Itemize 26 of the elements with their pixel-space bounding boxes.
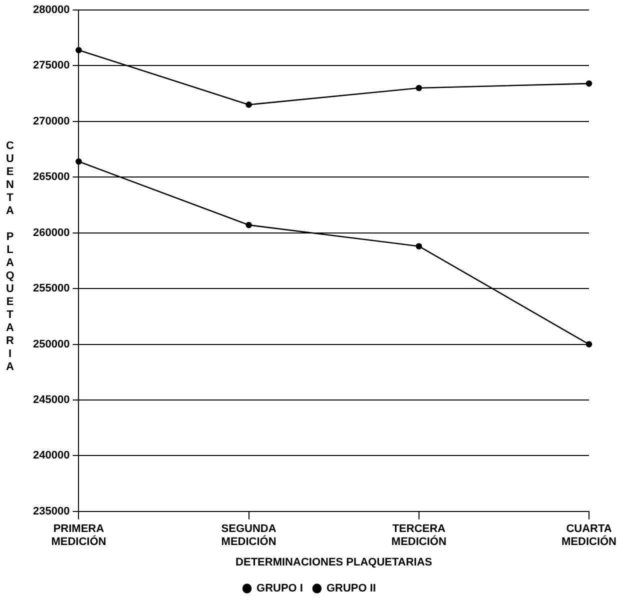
- y-tick-label: 245000: [32, 394, 70, 406]
- point: [586, 341, 592, 348]
- point: [76, 158, 82, 165]
- legend-label: GRUPO I: [256, 582, 303, 595]
- point: [416, 243, 422, 250]
- point: [246, 102, 252, 108]
- y-tick-label: 275000: [32, 60, 70, 72]
- point: [586, 80, 592, 87]
- x-tick-label: CUARTA MEDICIÓN: [562, 523, 617, 548]
- y-tick-label: 240000: [32, 450, 70, 462]
- legend-label: GRUPO II: [326, 582, 376, 595]
- point: [76, 46, 82, 54]
- x-tick-label: SEGUNDA MEDICIÓN: [221, 523, 276, 548]
- y-axis-title: CUENTA PLAQUETARIA: [4, 140, 16, 374]
- y-tick-label: 250000: [32, 338, 70, 350]
- y-tick-label: 265000: [32, 171, 70, 184]
- x-axis-title: DETERMINACIONES PLAQUETARIAS: [236, 556, 432, 568]
- x-tick-label: TERCERA MEDICIÓN: [391, 523, 446, 548]
- y-tick-label: 280000: [32, 4, 70, 16]
- y-tick-label: 235000: [32, 505, 70, 518]
- point: [246, 222, 252, 228]
- y-tick-label: 260000: [32, 226, 70, 239]
- x-tick-label: PRIMERA MEDICIÓN: [51, 523, 106, 548]
- y-tick-label: 255000: [32, 282, 70, 295]
- y-tick-label: 270000: [32, 115, 70, 128]
- point: [416, 84, 422, 92]
